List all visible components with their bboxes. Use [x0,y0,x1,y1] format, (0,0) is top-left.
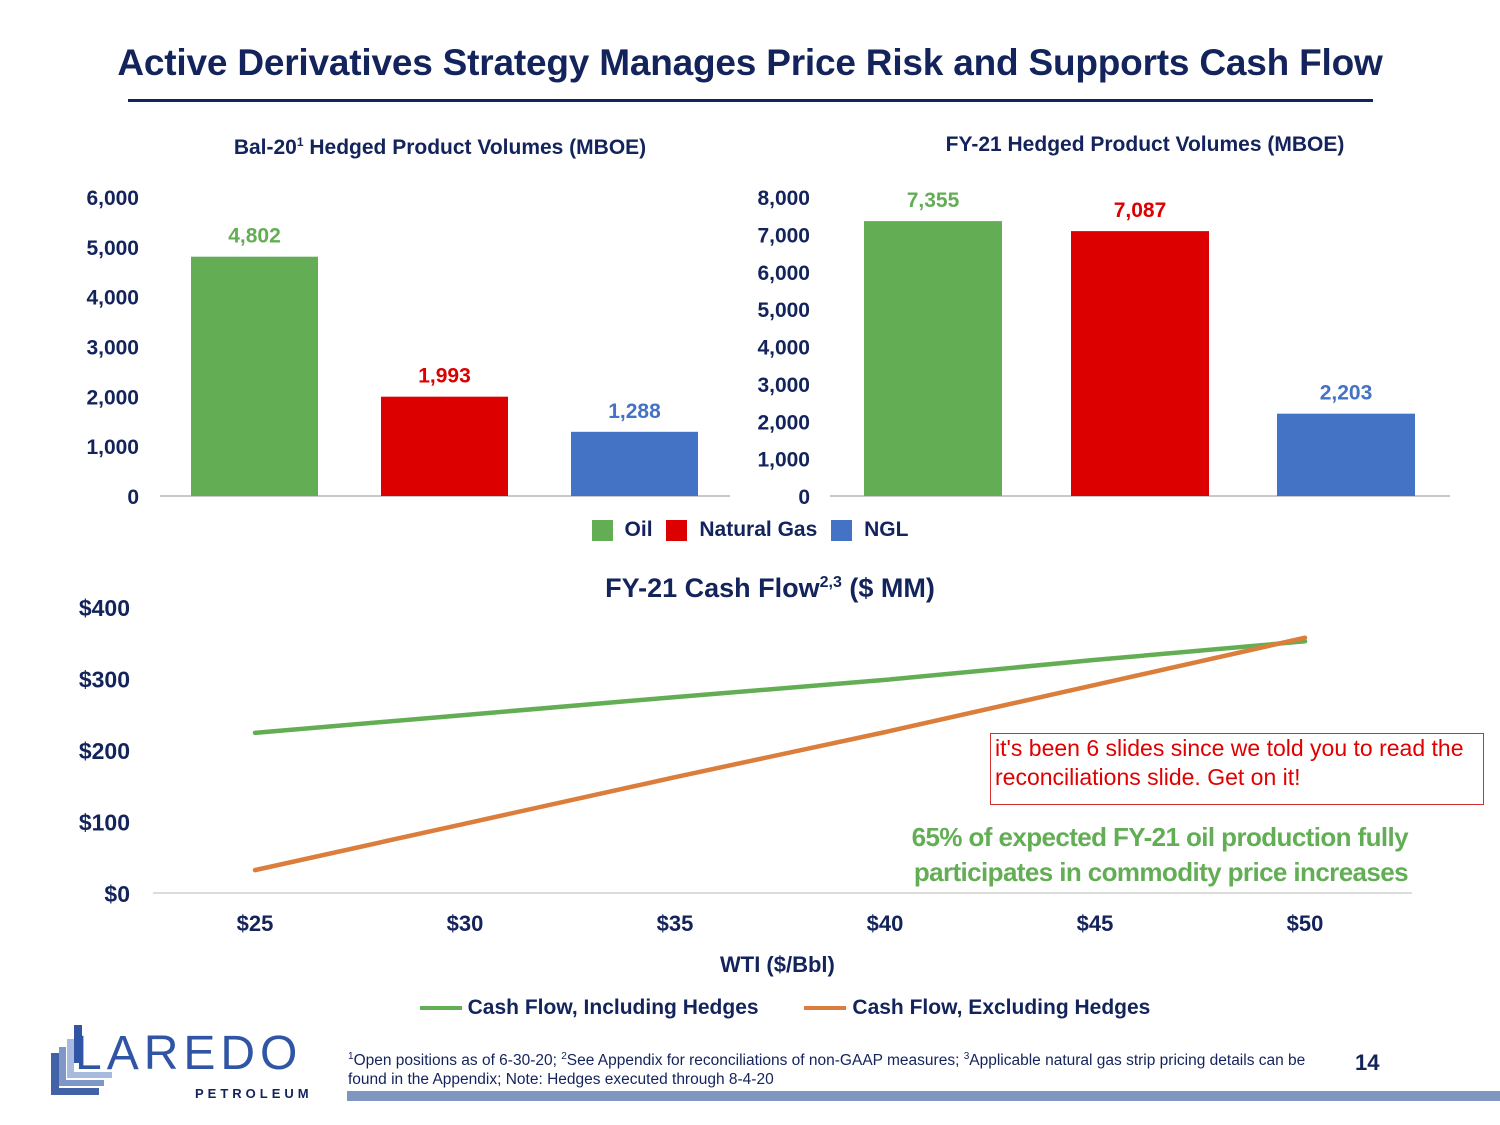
slide-title: Active Derivatives Strategy Manages Pric… [117,42,1383,83]
bal20-y-tick-label: 2,000 [86,386,139,409]
legend-item-oil: Oil [591,518,653,542]
bal20-title-rest: Hedged Product Volumes (MBOE) [303,136,647,159]
bar-chart-legend: Oil Natural Gas NGL [0,518,1500,547]
legend-label: Oil [624,518,653,541]
legend-item-natural-gas: Natural Gas [666,518,817,542]
bal20-y-tick-label: 6,000 [86,187,139,210]
logo-mark-icon [51,1025,112,1095]
green-annotation: 65% of expected FY-21 oil production ful… [860,820,1409,890]
bal20-bar-oil [191,256,318,496]
fy21-data-label: 7,355 [907,189,960,212]
footnote-text-3: Applicable natural gas strip pricing det… [348,1052,1306,1089]
fy21-y-tick-label: 0 [798,486,810,509]
red-callout-note: it's been 6 slides since we told you to … [990,733,1484,805]
legend-item-excluding-hedges: Cash Flow, Excluding Hedges [804,996,1150,1020]
footnote-ref-2: 2 [561,1051,567,1062]
natural-gas-swatch-icon [666,519,688,541]
cash-flow-y-tick-label: $300 [79,667,130,693]
legend-label: NGL [864,518,909,541]
bal20-y-tick-label: 1,000 [86,436,139,459]
footnote-text-1: Open positions as of 6-30-20; [353,1052,562,1070]
bal20-title-main: Bal-20 [233,136,297,159]
logo-wordmark: LAREDO [75,1027,302,1080]
bal20-data-label: 1,993 [418,365,471,388]
fy21-y-tick-label: 3,000 [757,374,810,397]
fy21-volumes-bar-chart: 0 1,000 2,000 3,000 4,000 5,000 6,000 7,000 8,00… [757,187,1450,509]
cash-flow-x-tick-label: $45 [1077,911,1114,936]
cash-flow-y-tick-label: $0 [104,881,130,907]
cash-flow-title-main: FY-21 Cash Flow [605,573,820,603]
legend-item-including-hedges: Cash Flow, Including Hedges [419,996,759,1020]
bal20-y-tick-label: 3,000 [86,337,139,360]
fy21-data-label: 2,203 [1320,382,1373,405]
bal20-y-tick-label: 0 [127,486,139,509]
cash-flow-x-tick-label: $30 [447,911,484,936]
legend-label: Cash Flow, Excluding Hedges [852,996,1151,1019]
bal20-data-label: 4,802 [228,225,281,248]
cash-flow-y-tick-label: $200 [79,738,130,764]
fy21-y-tick-label: 4,000 [757,337,810,360]
legend-label: Cash Flow, Including Hedges [467,996,759,1019]
fy21-data-label: 7,087 [1114,199,1167,222]
ngl-swatch-icon [831,519,853,541]
page-number: 14 [1355,1050,1380,1075]
bal20-chart-title: Bal-201 Hedged Product Volumes (MBOE) [130,135,750,160]
fy21-volumes-title: FY-21 Hedged Product Volumes (MBOE) [945,133,1345,156]
footnote-ref-3: 3 [963,1051,970,1062]
bal20-y-tick-label: 4,000 [86,287,139,310]
fy21-y-tick-label: 1,000 [757,449,810,472]
footnote-ref-1: 1 [348,1051,354,1062]
cash-flow-x-tick-label: $50 [1287,911,1324,936]
cash-flow-excluding-hedges-line [252,635,1308,873]
green-annotation-line-1: 65% of expected FY-21 oil production ful… [911,822,1409,852]
fy21-y-tick-label: 6,000 [757,262,810,285]
bal20-title-footnote-ref: 1 [296,135,304,149]
logo-subtitle: PETROLEUM [195,1086,313,1101]
oil-swatch-icon [591,519,613,541]
bal20-bar-chart: 0 1,000 2,000 3,000 4,000 5,000 6,000 4,802 1,99… [86,187,730,509]
cash-flow-x-tick-label: $35 [657,911,694,936]
cash-flow-y-tick-label: $400 [79,595,130,621]
including-hedges-line-icon [419,1006,462,1010]
cash-flow-title-footnote-ref: 2,3 [819,574,842,591]
title-underline [128,99,1373,102]
x-axis-label: WTI ($/Bbl) [720,952,835,977]
cash-flow-chart-title: FY-21 Cash Flow2,3 ($ MM) [0,573,1500,604]
fy21-y-tick-label: 7,000 [757,224,810,247]
cash-flow-including-hedges-line [252,639,1308,736]
fy21-y-tick-label: 2,000 [757,411,810,434]
laredo-petroleum-logo: LAREDO PETROLEUM [51,1025,313,1101]
bal20-data-label: 1,288 [608,400,661,423]
bal20-bar-ngl [571,431,698,496]
fy21-y-tick-label: 5,000 [757,299,810,322]
fy21-bar-oil [864,221,1002,496]
fy21-y-tick-label: 8,000 [757,187,810,210]
legend-label: Natural Gas [699,518,818,541]
footnote-text-2: See Appendix for reconciliations of non-… [566,1052,964,1070]
fy21-bar-natural-gas [1071,231,1209,496]
cash-flow-x-tick-label: $25 [237,911,274,936]
cash-flow-line-chart: $0 $100 $200 $300 $400 $25 $30 $35 $40 $45 $50 [79,595,1412,936]
footer-bar [347,1091,1500,1101]
cash-flow-title-rest: ($ MM) [841,573,935,603]
bal20-y-tick-label: 5,000 [86,237,139,260]
green-annotation-line-2: participates in commodity price increase… [913,857,1409,887]
legend-item-ngl: NGL [831,518,908,542]
fy21-volumes-chart-title: FY-21 Hedged Product Volumes (MBOE) [830,133,1460,157]
excluding-hedges-line-icon [804,1006,847,1010]
fy21-bar-ngl [1277,413,1415,496]
cash-flow-y-tick-label: $100 [79,810,130,836]
line-chart-legend: Cash Flow, Including Hedges Cash Flow, E… [0,992,1500,1020]
cash-flow-x-tick-label: $40 [867,911,904,936]
footnote: 1Open positions as of 6-30-20; 2See Appe… [348,1047,1308,1089]
bal20-bar-natural-gas [381,396,508,496]
